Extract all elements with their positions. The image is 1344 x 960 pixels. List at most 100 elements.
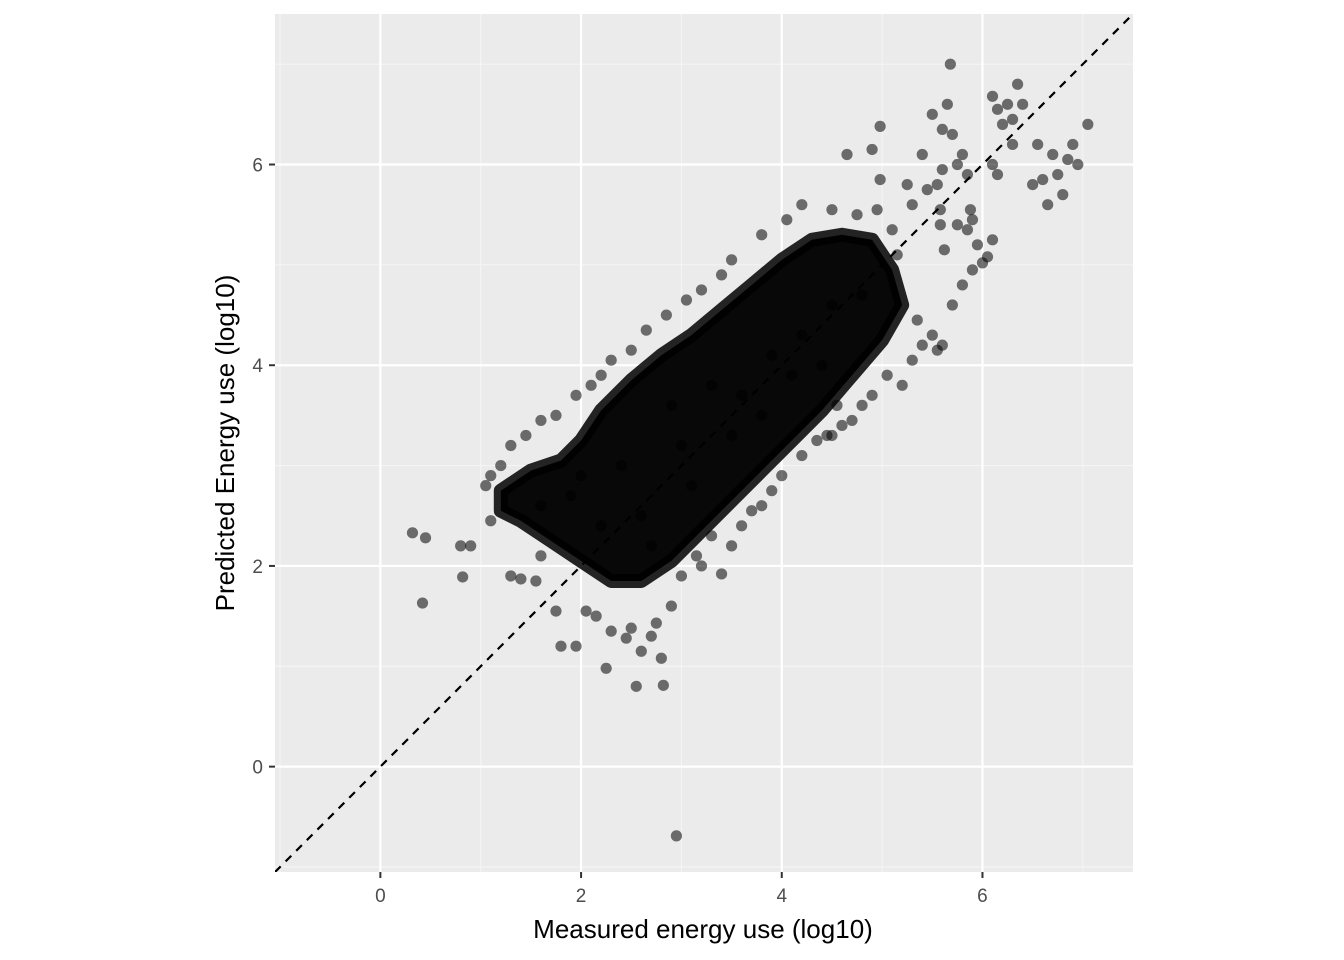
data-point — [680, 294, 693, 306]
y-tick-label: 2 — [252, 557, 263, 578]
data-point — [635, 645, 647, 657]
data-point — [856, 289, 868, 301]
x-tick-label: 6 — [977, 886, 988, 907]
data-point — [660, 309, 672, 321]
data-point — [530, 575, 542, 587]
data-point — [535, 500, 547, 512]
data-point — [725, 540, 738, 552]
data-point — [776, 470, 788, 482]
data-point — [766, 349, 778, 361]
data-point — [675, 570, 688, 582]
data-point — [856, 399, 868, 411]
identity-reference-line — [275, 14, 1133, 872]
data-point — [570, 640, 582, 652]
data-point — [485, 470, 497, 482]
data-point — [881, 369, 893, 381]
data-point — [934, 219, 946, 231]
data-point — [625, 622, 637, 634]
data-point — [874, 120, 886, 132]
data-point — [605, 354, 617, 366]
major-gridlines — [275, 14, 1133, 872]
data-point — [951, 158, 963, 171]
data-point — [515, 573, 527, 585]
data-point — [457, 571, 469, 583]
data-point — [796, 449, 808, 462]
data-point — [836, 419, 848, 432]
data-point — [766, 485, 778, 497]
y-axis-title: Predicted Energy use (log10) — [210, 275, 240, 612]
data-point — [991, 168, 1004, 181]
data-point — [938, 244, 950, 256]
x-axis-ticks: 0 2 4 6 — [375, 872, 988, 907]
data-point — [705, 379, 718, 391]
data-point — [866, 389, 878, 401]
data-point — [640, 324, 652, 336]
x-axis-title: Measured energy use (log10) — [533, 914, 873, 944]
data-point — [756, 500, 768, 512]
data-point — [605, 625, 617, 637]
data-point — [575, 470, 587, 482]
data-point — [756, 229, 768, 241]
y-tick-label: 0 — [252, 758, 263, 779]
data-point — [934, 204, 946, 216]
data-point — [786, 369, 798, 381]
data-point — [916, 148, 928, 161]
y-axis-ticks: 0 2 4 6 — [252, 156, 275, 779]
data-point — [600, 662, 612, 674]
data-point — [585, 379, 597, 391]
data-point — [1006, 113, 1019, 125]
data-point — [931, 344, 943, 356]
data-point — [695, 284, 708, 296]
data-point — [570, 389, 582, 401]
y-tick-label: 6 — [252, 156, 263, 177]
data-point — [736, 389, 748, 401]
data-point — [821, 429, 833, 442]
data-point — [921, 184, 933, 196]
data-point — [485, 515, 497, 527]
data-point — [981, 251, 994, 263]
data-point — [635, 510, 647, 522]
data-point — [665, 600, 677, 612]
data-point — [630, 680, 642, 692]
data-point — [946, 128, 958, 141]
data-point — [886, 224, 898, 236]
data-point — [550, 605, 562, 617]
data-point — [465, 540, 477, 552]
data-point — [961, 224, 974, 236]
data-point — [781, 214, 793, 226]
data-point — [650, 617, 662, 629]
data-point — [1067, 138, 1079, 151]
data-point — [1027, 178, 1039, 191]
data-point — [725, 429, 738, 442]
data-point — [665, 399, 677, 411]
data-point — [971, 239, 984, 251]
data-point — [936, 163, 948, 176]
data-point — [675, 439, 688, 452]
data-point — [746, 505, 758, 517]
data-point — [406, 527, 419, 539]
data-point — [1032, 138, 1044, 151]
data-point — [956, 148, 969, 161]
data-point — [645, 540, 657, 552]
data-point — [901, 178, 913, 191]
data-point — [1057, 189, 1069, 201]
data-point — [1042, 199, 1054, 211]
data-point — [595, 369, 607, 381]
data-point — [931, 178, 943, 191]
data-point — [841, 148, 853, 161]
data-point — [590, 610, 602, 622]
data-point — [690, 550, 703, 562]
data-point — [796, 329, 808, 341]
data-points — [406, 58, 1094, 842]
data-point — [620, 632, 632, 644]
data-point — [1052, 168, 1064, 181]
data-point — [1047, 148, 1059, 161]
data-point — [550, 409, 562, 422]
data-point — [1062, 153, 1074, 166]
data-point — [811, 434, 823, 447]
data-point — [936, 123, 948, 136]
data-point — [956, 279, 969, 291]
data-point — [685, 480, 698, 492]
data-point — [1037, 173, 1049, 186]
